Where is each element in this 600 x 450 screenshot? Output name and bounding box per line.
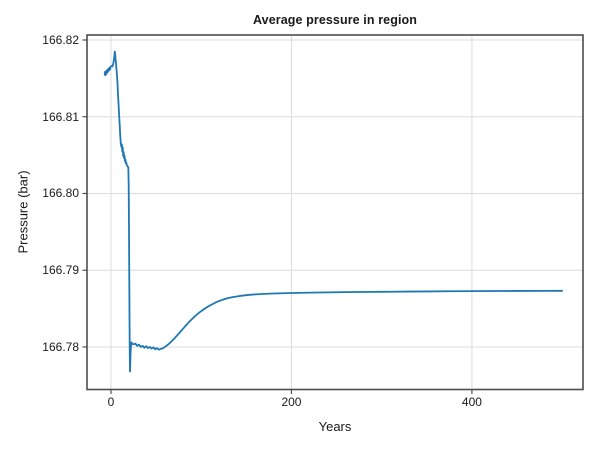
y-tick-label: 166.78 bbox=[42, 339, 79, 354]
chart-title: Average pressure in region bbox=[252, 13, 417, 27]
y-tick-label: 166.82 bbox=[42, 32, 79, 47]
x-tick-label: 0 bbox=[107, 395, 115, 409]
x-tick-label: 400 bbox=[461, 395, 482, 409]
y-tick-label: 166.81 bbox=[42, 109, 79, 124]
x-tick-label: 200 bbox=[281, 395, 302, 409]
y-tick-label: 166.80 bbox=[42, 186, 79, 201]
y-axis-label: Pressure (bar) bbox=[15, 170, 31, 254]
x-axis-label: Years bbox=[318, 419, 352, 434]
pressure-line bbox=[103, 50, 564, 373]
plot-spines bbox=[86, 34, 584, 391]
y-tick-label: 166.79 bbox=[42, 263, 79, 278]
